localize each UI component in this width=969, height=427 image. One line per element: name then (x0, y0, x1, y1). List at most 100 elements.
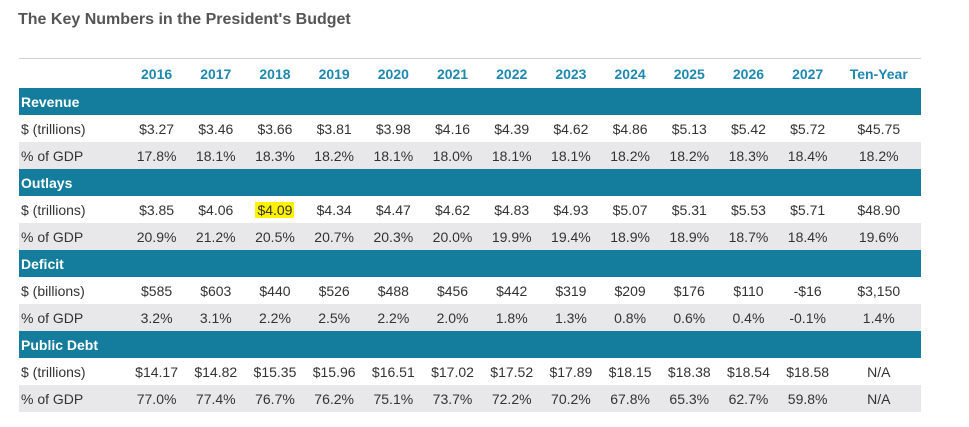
column-header: 2025 (673, 65, 705, 82)
section-header-row: Outlays (19, 169, 921, 196)
table-cell: 18.3% (255, 147, 295, 164)
table-cell: 1.3% (554, 309, 587, 326)
table-cell: 65.3% (669, 390, 710, 407)
table-cell: $5.42 (730, 120, 766, 137)
table-cell: $17.52 (490, 363, 534, 380)
row-label: $ (trillions) (21, 120, 86, 137)
table-row: % of GDP 17.8% 18.1% 18.3% 18.2% 18.1% 18.0% 18… (19, 142, 921, 169)
highlighted-value: $4.09 (255, 201, 295, 218)
table-cell: 2.0% (436, 309, 469, 326)
table-cell: 77.0% (136, 390, 177, 407)
table-row: % of GDP 20.9% 21.2% 20.5% 20.7% 20.3% 20.0% 19… (19, 223, 921, 250)
table-cell: 21.2% (195, 228, 236, 245)
table-cell: 19.6% (858, 228, 899, 245)
table-cell: N/A (867, 363, 891, 380)
table-cell: $18.38 (667, 363, 711, 380)
table-cell: 18.2% (610, 147, 650, 164)
table-cell: 18.2% (314, 147, 354, 164)
table-cell: $15.35 (253, 363, 297, 380)
section-header-row: Revenue (19, 88, 921, 115)
table-cell: 20.9% (136, 228, 177, 245)
table-cell: $3,150 (857, 282, 901, 299)
table-cell: N/A (867, 390, 891, 407)
table-cell: 18.0% (432, 147, 473, 164)
row-label: $ (billions) (21, 282, 85, 299)
table-cell: $3.85 (139, 201, 175, 218)
table-cell: 18.3% (728, 147, 769, 164)
table-cell: 20.0% (432, 228, 473, 245)
table-cell: 75.1% (373, 390, 414, 407)
table-cell: -$16 (793, 282, 822, 299)
row-label: $ (trillions) (21, 201, 86, 218)
row-label: % of GDP (21, 309, 84, 326)
row-label: % of GDP (21, 147, 84, 164)
column-header: 2016 (141, 65, 173, 82)
table-cell: $45.75 (857, 120, 901, 137)
table-cell: $603 (200, 282, 232, 299)
section-title: Public Debt (21, 336, 99, 353)
section-header-row: Deficit (19, 250, 921, 277)
table-cell: 18.1% (373, 147, 414, 164)
table-cell: $18.15 (608, 363, 652, 380)
table-row: $ (trillions) $14.17 $14.82 $15.35 $15.96 $16… (19, 358, 921, 385)
column-header: 2023 (555, 65, 587, 82)
table-cell: 73.7% (432, 390, 473, 407)
table-cell: $110 (733, 282, 764, 299)
table-cell: $5.71 (790, 201, 826, 218)
table-cell: $15.96 (312, 363, 356, 380)
table-cell: 18.9% (669, 228, 710, 245)
table-cell: 0.4% (732, 309, 765, 326)
table-cell: $3.98 (375, 120, 411, 137)
row-label: % of GDP (21, 390, 84, 407)
table-cell: $4.16 (435, 120, 471, 137)
table-cell: $209 (614, 282, 646, 299)
table-cell: 2.2% (259, 309, 291, 326)
column-header-total: Ten-Year (849, 65, 908, 82)
table-cell: $4.62 (435, 201, 471, 218)
page-title: The Key Numbers in the President's Budge… (18, 11, 351, 28)
table-cell: 18.4% (787, 228, 828, 245)
table-cell: 1.4% (862, 309, 895, 326)
table-cell: $4.93 (553, 201, 589, 218)
table-cell: $5.31 (671, 201, 707, 218)
table-cell: $526 (318, 282, 350, 299)
table-cell: $3.81 (316, 120, 352, 137)
column-header: 2024 (614, 65, 646, 82)
table-cell: 67.8% (610, 390, 650, 407)
table-cell: 70.2% (551, 390, 591, 407)
table-cell: $585 (141, 282, 173, 299)
table-row: % of GDP 77.0% 77.4% 76.7% 76.2% 75.1% 73.7% 72… (19, 385, 921, 412)
table-cell: 20.3% (373, 228, 414, 245)
table-cell: 18.9% (610, 228, 650, 245)
section-title: Deficit (21, 255, 64, 272)
table-cell: $440 (259, 282, 291, 299)
table-cell: $48.90 (857, 201, 901, 218)
table-cell: $3.27 (139, 120, 175, 137)
table-cell: 76.7% (255, 390, 295, 407)
table-row: $ (trillions) $3.27 $3.46 $3.66 $3.81 $3.98 $4… (19, 115, 921, 142)
table-cell: $14.17 (135, 363, 178, 380)
table-cell: 72.2% (491, 390, 532, 407)
table-cell: $18.58 (786, 363, 830, 380)
table-cell: $16.51 (371, 363, 415, 380)
table-cell: 18.1% (551, 147, 591, 164)
row-label: $ (trillions) (21, 363, 86, 380)
table-cell: $176 (673, 282, 705, 299)
table-cell: $456 (436, 282, 469, 299)
table-cell: 59.8% (787, 390, 828, 407)
row-label: % of GDP (21, 228, 84, 245)
column-header: 2026 (732, 65, 765, 82)
column-header: 2027 (792, 65, 824, 82)
table-cell: $3.66 (257, 120, 293, 137)
column-header: 2022 (496, 65, 528, 82)
table-cell: 19.4% (551, 228, 591, 245)
table-cell: 1.8% (495, 309, 528, 326)
table-cell: 3.1% (199, 309, 232, 326)
table-cell: 62.7% (728, 390, 769, 407)
table-cell: 77.4% (195, 390, 236, 407)
table-cell: $319 (555, 282, 587, 299)
table-cell: $17.89 (549, 363, 593, 380)
table-cell: 18.2% (858, 147, 899, 164)
table-cell: $5.72 (790, 120, 826, 137)
table-cell: 18.1% (195, 147, 236, 164)
